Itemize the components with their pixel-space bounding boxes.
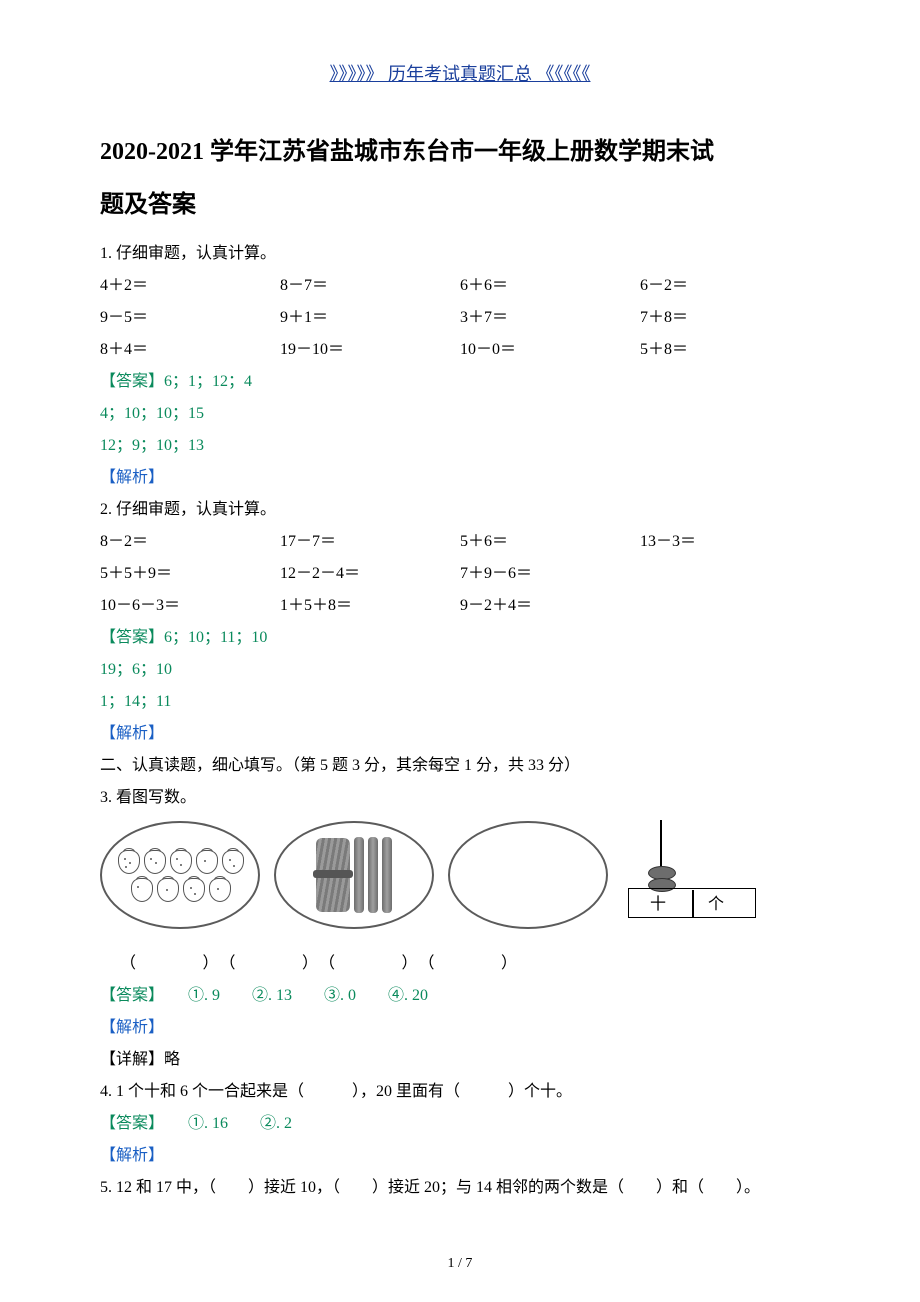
eq-cell: 6－2＝ [640, 270, 820, 302]
eq-cell: 9－2＋4＝ [460, 590, 640, 622]
eq-cell: 8－2＝ [100, 526, 280, 558]
answer-text: 6；1；12；4 [164, 373, 252, 390]
strawberry-icon [182, 876, 204, 902]
abacus-ones-label: 个 [708, 890, 724, 914]
eq-cell: 6＋6＝ [460, 270, 640, 302]
title-line-1: 2020-2021 学年江苏省盐城市东台市一年级上册数学期末试 [100, 139, 714, 165]
eq-cell: 10－0＝ [460, 334, 640, 366]
answer-label: 【答案】 [100, 629, 164, 646]
q1-answer-line2: 4；10；10；15 [100, 398, 820, 430]
stick-icon [382, 837, 392, 913]
eq-cell: 5＋8＝ [640, 334, 820, 366]
eq-cell: 5＋6＝ [460, 526, 640, 558]
q3-analysis: 【解析】 [100, 1012, 820, 1044]
answer-text: ①. 9 ②. 13 ③. 0 ④. 20 [156, 987, 428, 1004]
q1-answer: 【答案】6；1；12；4 [100, 366, 820, 398]
stick-icon [354, 837, 364, 913]
strawberry-icon [130, 876, 152, 902]
strawberry-icon [156, 876, 178, 902]
q4-answer: 【答案】 ①. 16 ②. 2 [100, 1108, 820, 1140]
eq-cell: 8－7＝ [280, 270, 460, 302]
eq-cell [640, 558, 820, 590]
abacus-tens-label: 十 [650, 890, 666, 914]
title-line-2: 题及答案 [100, 192, 196, 218]
q4-analysis: 【解析】 [100, 1140, 820, 1172]
eq-cell [640, 590, 820, 622]
strawberry-icon [195, 848, 217, 874]
empty-oval [448, 821, 608, 929]
q1-row-3: 8＋4＝ 19－10＝ 10－0＝ 5＋8＝ [100, 334, 820, 366]
strawberry-icon [143, 848, 165, 874]
eq-cell: 4＋2＝ [100, 270, 280, 302]
q2-row-1: 8－2＝ 17－7＝ 5＋6＝ 13－3＝ [100, 526, 820, 558]
q1-analysis: 【解析】 [100, 462, 820, 494]
page-number: 1 / 7 [0, 1256, 920, 1272]
q3-detail: 【详解】略 [100, 1044, 820, 1076]
eq-cell: 9＋1＝ [280, 302, 460, 334]
q1-row-2: 9－5＝ 9＋1＝ 3＋7＝ 7＋8＝ [100, 302, 820, 334]
answer-label: 【答案】 [100, 373, 164, 390]
q2-analysis: 【解析】 [100, 718, 820, 750]
eq-cell: 17－7＝ [280, 526, 460, 558]
document-title: 2020-2021 学年江苏省盐城市东台市一年级上册数学期末试 题及答案 [100, 126, 820, 232]
answer-label: 【答案】 [100, 1115, 156, 1132]
eq-cell: 12－2－4＝ [280, 558, 460, 590]
stick-icon [368, 837, 378, 913]
q1-prompt: 1. 仔细审题，认真计算。 [100, 238, 820, 270]
q3-answer: 【答案】 ①. 9 ②. 13 ③. 0 ④. 20 [100, 980, 820, 1012]
q3-prompt: 3. 看图写数。 [100, 782, 820, 814]
sticks-oval [274, 821, 434, 929]
q2-row-3: 10－6－3＝ 1＋5＋8＝ 9－2＋4＝ [100, 590, 820, 622]
section-2-heading: 二、认真读题，细心填写。（第 5 题 3 分，其余每空 1 分，共 33 分） [100, 750, 820, 782]
answer-text: 6；10；11；10 [164, 629, 267, 646]
q4-prompt: 4. 1 个十和 6 个一合起来是（ ），20 里面有（ ）个十。 [100, 1076, 820, 1108]
abacus-diagram: 十 个 [622, 820, 762, 930]
q2-answer: 【答案】6；10；11；10 [100, 622, 820, 654]
eq-cell: 13－3＝ [640, 526, 820, 558]
strawberry-icon [169, 848, 191, 874]
q1-row-1: 4＋2＝ 8－7＝ 6＋6＝ 6－2＝ [100, 270, 820, 302]
eq-cell: 7＋9－6＝ [460, 558, 640, 590]
q5-prompt: 5. 12 和 17 中，（ ）接近 10，（ ）接近 20；与 14 相邻的两… [100, 1172, 820, 1204]
eq-cell: 10－6－3＝ [100, 590, 280, 622]
q3-blanks: （ ） （ ） （ ） （ ） [100, 948, 820, 980]
strawberry-icon [221, 848, 243, 874]
q2-answer-line2: 19；6；10 [100, 654, 820, 686]
berries-grid [115, 848, 245, 902]
page: 》》》》》 历年考试真题汇总 《《《《《 2020-2021 学年江苏省盐城市东… [0, 0, 920, 1302]
q2-prompt: 2. 仔细审题，认真计算。 [100, 494, 820, 526]
answer-label: 【答案】 [100, 987, 156, 1004]
stick-bundle-icon [316, 838, 350, 912]
header-link[interactable]: 》》》》》 历年考试真题汇总 《《《《《 [100, 60, 820, 86]
abacus-divider [692, 890, 694, 918]
strawberry-icon [117, 848, 139, 874]
eq-cell: 5＋5＋9＝ [100, 558, 280, 590]
sticks-group [316, 837, 392, 913]
strawberries-oval [100, 821, 260, 929]
answer-text: ①. 16 ②. 2 [156, 1115, 292, 1132]
eq-cell: 8＋4＝ [100, 334, 280, 366]
q1-answer-line3: 12；9；10；13 [100, 430, 820, 462]
eq-cell: 1＋5＋8＝ [280, 590, 460, 622]
strawberry-icon [208, 876, 230, 902]
q2-answer-line3: 1；14；11 [100, 686, 820, 718]
eq-cell: 9－5＝ [100, 302, 280, 334]
eq-cell: 19－10＝ [280, 334, 460, 366]
eq-cell: 3＋7＝ [460, 302, 640, 334]
eq-cell: 7＋8＝ [640, 302, 820, 334]
q3-images-row: 十 个 [100, 820, 820, 930]
q2-row-2: 5＋5＋9＝ 12－2－4＝ 7＋9－6＝ [100, 558, 820, 590]
